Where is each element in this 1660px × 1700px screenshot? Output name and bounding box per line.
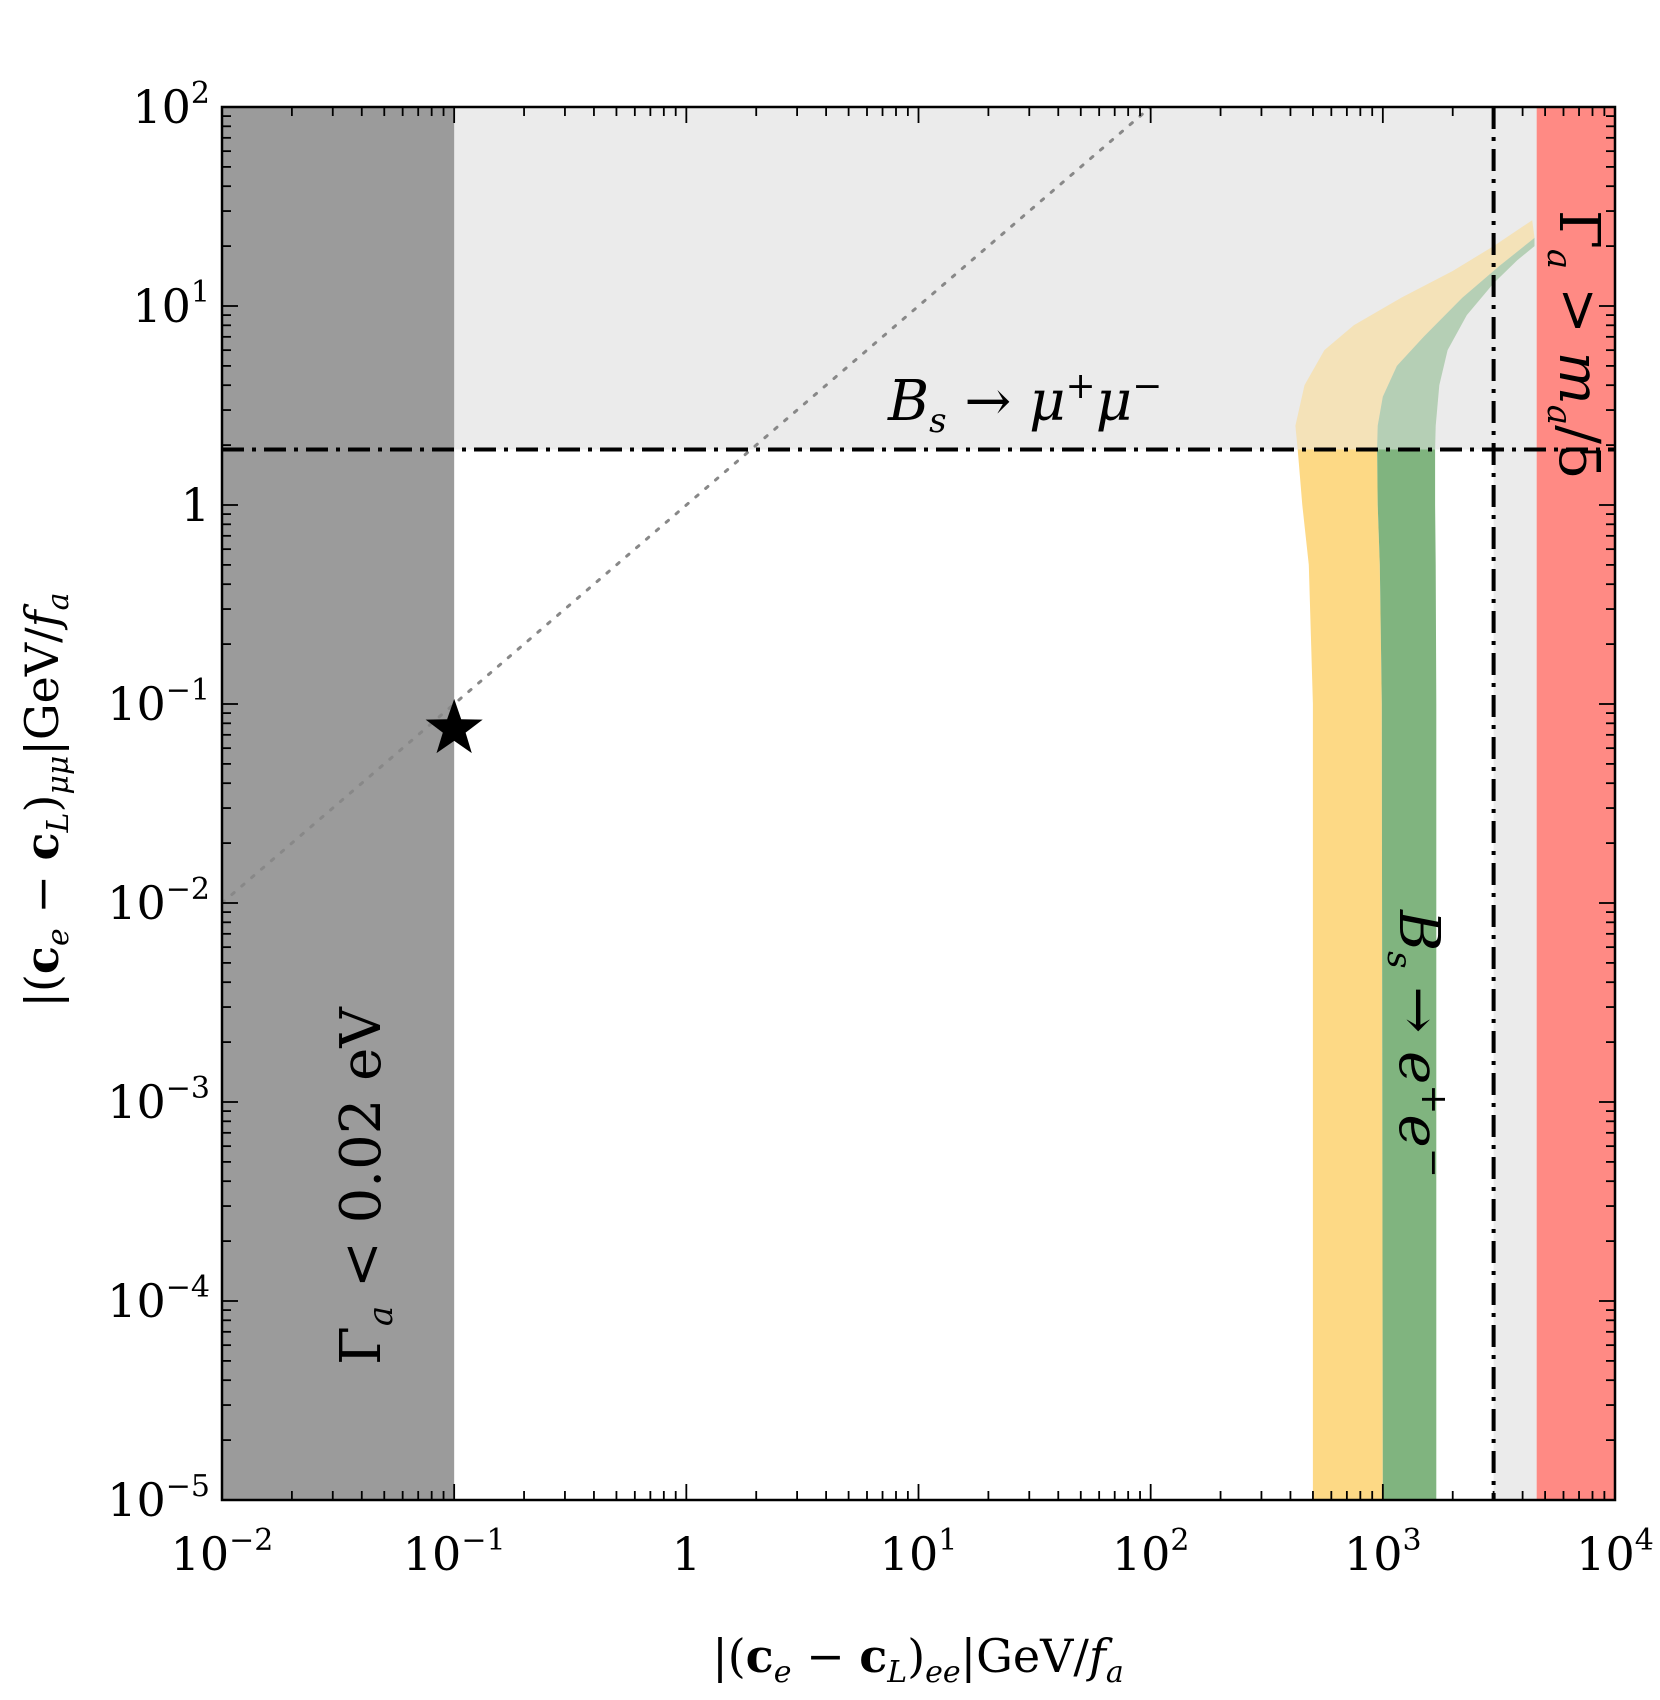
yellow-band: [1297, 449, 1383, 1500]
y-tick-label: 102: [132, 76, 210, 134]
y-tick-label: 10−5: [107, 1469, 210, 1527]
annotation-bs-mumu: Bs → μ+μ−: [887, 366, 1162, 441]
annotation-bs-ee: Bs → e+e−: [1379, 909, 1454, 1178]
green-band-faded: [1377, 237, 1535, 450]
x-tick-label: 101: [880, 1523, 958, 1581]
y-tick-label: 10−2: [107, 872, 210, 930]
annotation-gamma-low: Γa < 0.02 eV: [329, 1006, 401, 1365]
x-tick-label: 10−1: [403, 1523, 506, 1581]
x-tick-label: 104: [1576, 1523, 1654, 1581]
x-tick-label: 103: [1344, 1523, 1422, 1581]
x-tick-label: 10−2: [171, 1523, 274, 1581]
y-tick-label: 10−3: [107, 1071, 210, 1129]
x-tick-labels: 10−2 10−1 1 101 102 103 104: [171, 1523, 1654, 1581]
diagonal-dotted-line: [222, 107, 1153, 905]
y-tick-label: 10−1: [107, 673, 210, 731]
green-band: [1377, 449, 1437, 1500]
dark-gray-width-region: [222, 107, 455, 1500]
yellow-band-faded: [1295, 220, 1535, 450]
y-tick-label: 10−4: [107, 1270, 210, 1328]
benchmark-star: [425, 698, 483, 754]
red-width-region: [1536, 107, 1615, 1500]
y-tick-label: 1: [181, 478, 210, 532]
annotation-gamma-high: Γa > ma/5: [1539, 210, 1611, 480]
y-tick-labels: 10−5 10−4 10−3 10−2 10−1 1 101 102: [107, 76, 210, 1527]
x-axis-title: |(ce − cL)ee|GeV/fa: [712, 1629, 1124, 1690]
y-tick-label: 101: [132, 275, 210, 333]
x-tick-label: 1: [672, 1527, 701, 1581]
y-axis-title: |(ce − cL)μμ|GeV/fa: [15, 592, 76, 1007]
x-tick-label: 102: [1112, 1523, 1190, 1581]
tick-marks: [221, 107, 1615, 1501]
